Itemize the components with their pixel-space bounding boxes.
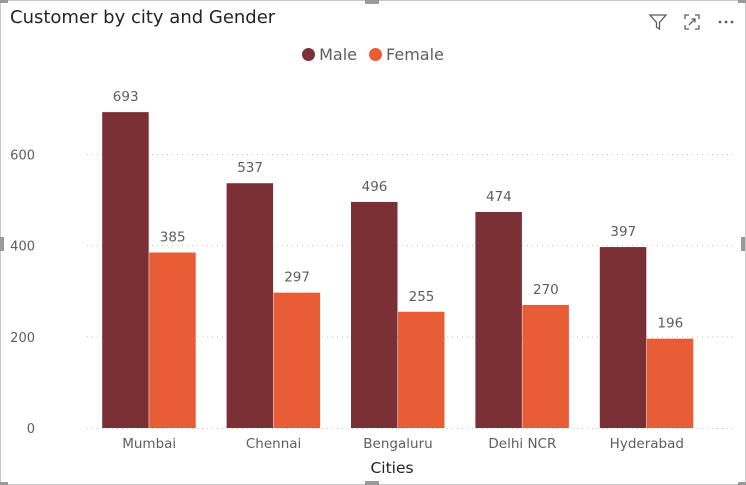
x-tick-label: Chennai [246, 436, 301, 452]
resize-handle-bottom-right[interactable] [738, 482, 746, 485]
legend-item-female[interactable]: Female [369, 45, 444, 64]
bar-male-hyderabad [599, 247, 647, 428]
resize-handle-bottom-left[interactable] [0, 482, 8, 485]
legend-label-male: Male [319, 45, 358, 64]
chart-title: Customer by city and Gender [10, 7, 276, 28]
resize-handle-top-right[interactable] [738, 0, 746, 3]
more-options-icon[interactable] [715, 11, 737, 33]
legend-label-female: Female [386, 45, 444, 64]
legend-swatch-female [369, 48, 383, 61]
data-label: 196 [657, 316, 683, 332]
x-tick-label: Hyderabad [610, 436, 684, 452]
data-label: 385 [160, 230, 186, 246]
bar-male-chennai [226, 183, 274, 428]
data-label: 537 [237, 160, 263, 176]
resize-handle-right[interactable] [741, 237, 745, 251]
data-label: 297 [284, 270, 310, 286]
x-tick-label: Delhi NCR [488, 436, 556, 452]
x-tick-label: Bengaluru [363, 436, 432, 452]
y-tick-label: 400 [10, 240, 35, 255]
bar-male-delhi-ncr [475, 211, 522, 428]
bar-male-mumbai [102, 112, 149, 428]
legend-item-male[interactable]: Male [302, 45, 357, 64]
chart-legend: Male Female [1, 45, 745, 64]
focus-mode-icon[interactable] [681, 11, 703, 33]
bar-male-bengaluru [351, 201, 398, 428]
legend-swatch-male [302, 48, 316, 61]
data-label: 474 [486, 189, 512, 205]
bar-female-hyderabad [646, 338, 694, 428]
y-tick-label: 0 [27, 422, 35, 437]
resize-handle-bottom[interactable] [365, 481, 379, 485]
x-tick-label: Mumbai [122, 436, 176, 452]
bar-female-mumbai [149, 252, 196, 428]
y-tick-label: 600 [10, 149, 35, 164]
x-axis-title: Cities [370, 459, 413, 477]
y-tick-label: 200 [10, 331, 35, 346]
data-label: 397 [610, 224, 636, 240]
resize-handle-left[interactable] [0, 237, 4, 251]
data-label: 255 [409, 289, 435, 305]
bar-female-chennai [273, 292, 321, 428]
visual-header-icons [647, 11, 737, 33]
bar-female-bengaluru [398, 311, 445, 428]
resize-handle-top-left[interactable] [0, 0, 8, 3]
data-label: 270 [533, 282, 559, 298]
bar-female-delhi-ncr [522, 304, 569, 428]
data-label: 693 [113, 89, 139, 105]
resize-handle-top[interactable] [365, 0, 379, 4]
filter-icon[interactable] [647, 11, 669, 33]
data-label: 496 [362, 179, 388, 195]
